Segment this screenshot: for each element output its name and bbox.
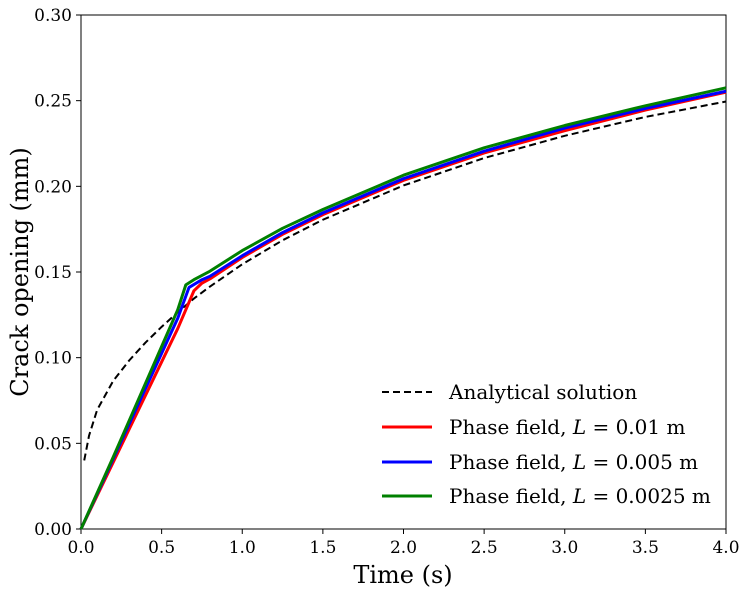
x-tick-label: 0.5 [148,538,175,558]
x-tick-label: 3.0 [551,538,578,558]
x-tick-label: 2.0 [390,538,417,558]
legend-label-0: Analytical solution [448,380,637,404]
y-tick-label: 0.25 [34,92,72,112]
y-tick-label: 0.20 [34,177,72,197]
legend-label-1: Phase field, L = 0.01 m [449,415,685,439]
x-axis-label: Time (s) [353,561,452,589]
legend-label-3: Phase field, L = 0.0025 m [449,484,711,508]
legend-label-2: Phase field, L = 0.005 m [449,450,698,474]
y-tick-label: 0.00 [34,520,72,540]
axes: 0.0 0.5 1.0 1.5 2.0 2.5 3.0 3.5 4.0 0.00 0.05 0.10 0… [34,6,739,558]
plot-frame [80,14,727,530]
y-tick-label: 0.15 [34,263,72,283]
x-tick-label: 3.5 [632,538,659,558]
y-axis-label: Crack opening (mm) [6,147,34,397]
series-line-1 [79,90,727,530]
y-tick-label: 0.30 [34,6,72,26]
series-line-0 [83,100,727,461]
x-tick-label: 4.0 [712,538,739,558]
x-tick-label: 0.0 [67,538,94,558]
y-tick-label: 0.05 [34,434,72,454]
x-tick-label: 1.5 [309,538,336,558]
legend: Analytical solution Phase field, L = 0.01… [382,380,711,508]
series-line-3 [79,86,727,530]
x-tick-label: 1.0 [229,538,256,558]
x-tick-label: 2.5 [471,538,498,558]
plot-area [79,86,727,530]
y-tick-label: 0.10 [34,349,72,369]
